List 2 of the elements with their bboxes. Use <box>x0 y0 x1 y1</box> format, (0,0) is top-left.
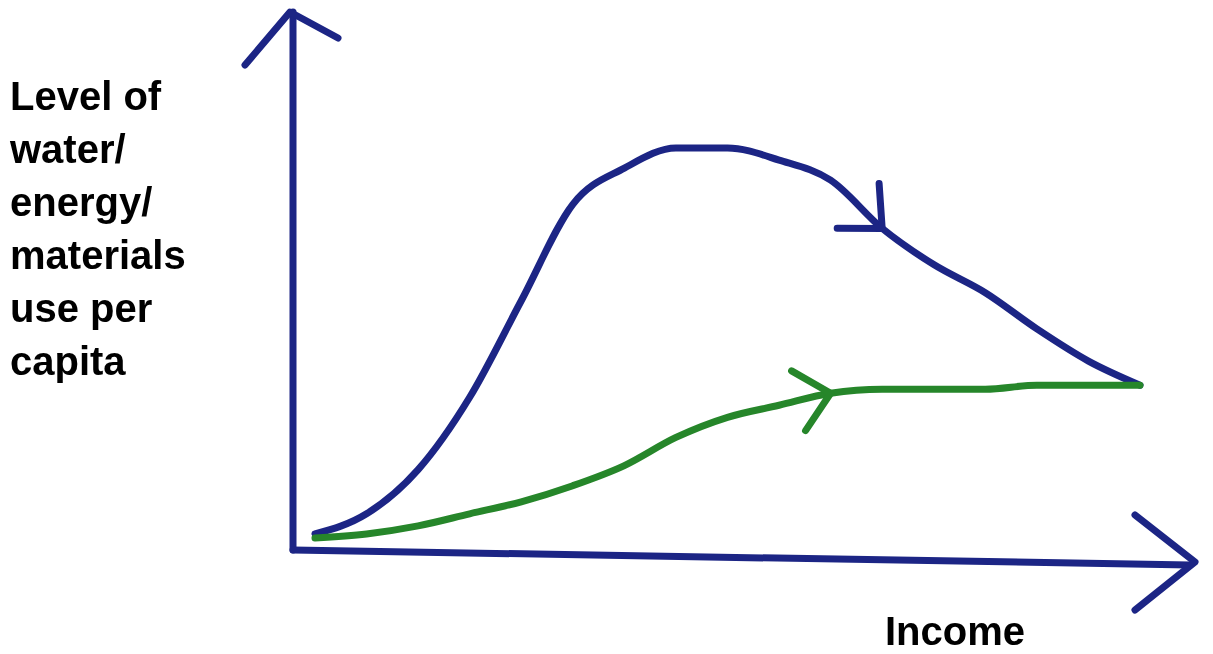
y-axis-title: Level of water/ energy/ materials use per capita <box>9 74 186 383</box>
x-axis-title: Income <box>884 609 1026 653</box>
